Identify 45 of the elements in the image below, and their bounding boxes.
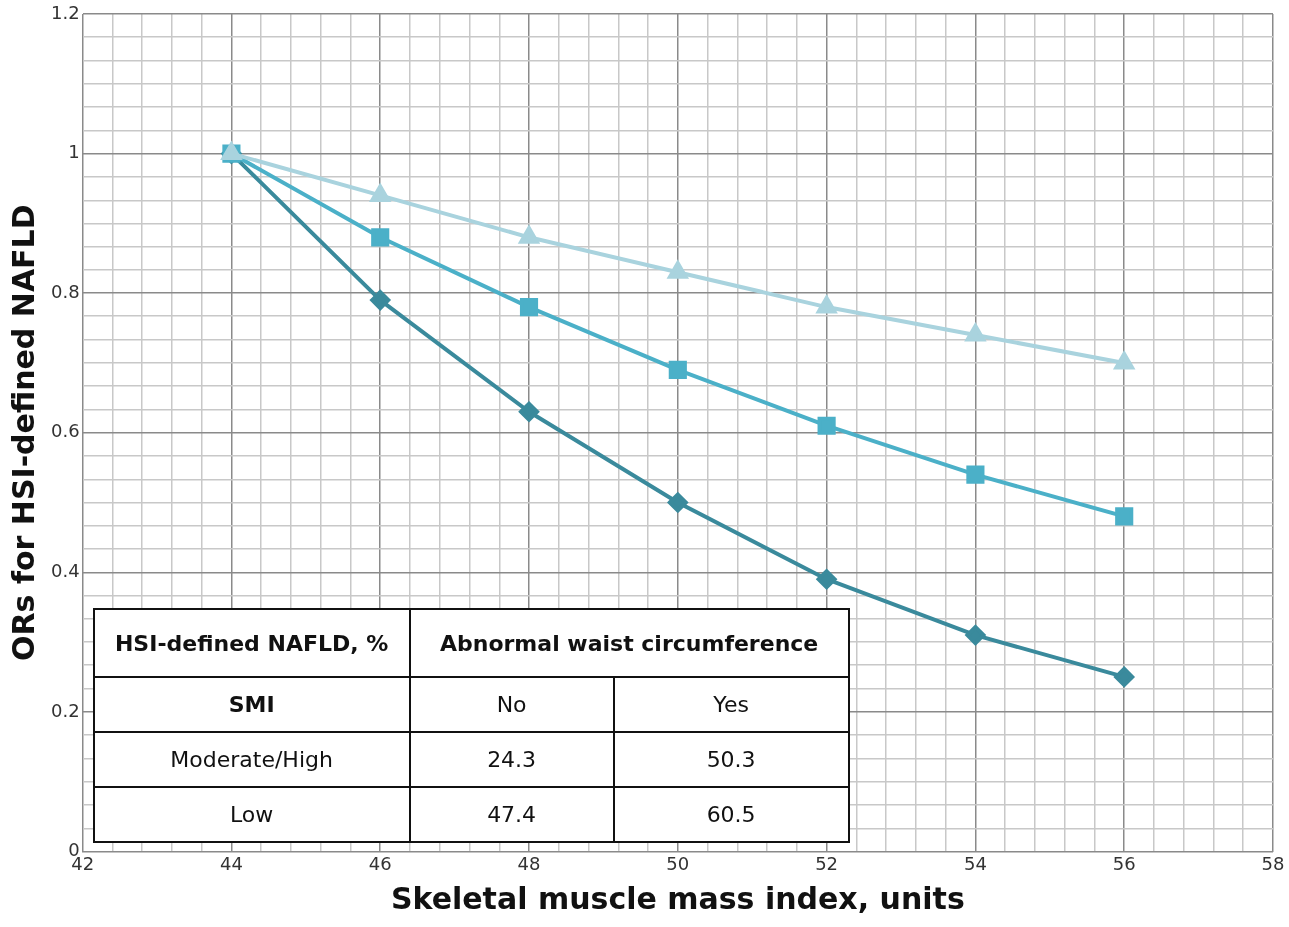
x-tick-label: 52 <box>815 852 839 874</box>
annotation: No <box>409 677 614 733</box>
point <box>965 324 986 342</box>
x-tick-label: 46 <box>368 852 392 874</box>
annotation: Low <box>93 787 410 843</box>
y-tick-label: 0.8 <box>50 280 80 302</box>
y-tick-label: 1.2 <box>50 1 80 23</box>
point <box>1115 507 1134 526</box>
point <box>817 416 836 435</box>
point <box>667 492 688 513</box>
point <box>370 184 391 202</box>
x-tick-label: 58 <box>1261 852 1285 874</box>
point <box>519 401 540 422</box>
point <box>966 465 985 484</box>
point <box>668 360 687 379</box>
annotation: Abnormal waist circumference <box>409 609 849 678</box>
annotation: SMI <box>93 677 410 733</box>
point <box>965 625 986 646</box>
point <box>519 298 539 317</box>
y-tick-label: 0.4 <box>50 559 80 581</box>
point <box>816 296 837 314</box>
point <box>370 290 391 311</box>
annotation: 47.4 <box>409 787 614 843</box>
annotation: Yes <box>613 677 849 733</box>
y-tick-label: 0.6 <box>50 420 80 442</box>
point <box>519 226 539 244</box>
x-axis-title: Skeletal muscle mass index, units <box>390 880 965 916</box>
y-tick-label: 0.2 <box>50 699 80 721</box>
point <box>668 261 688 279</box>
annotation: HSI-defined NAFLD, % <box>93 609 410 678</box>
x-tick-label: 56 <box>1112 852 1136 874</box>
point <box>816 569 837 590</box>
point <box>371 228 390 247</box>
annotation: 60.5 <box>613 787 849 843</box>
y-tick-label: 1 <box>68 141 80 163</box>
point <box>1114 666 1135 687</box>
point <box>1114 351 1134 370</box>
y-axis-title: ORs for HSI-defined NAFLD <box>5 204 41 662</box>
annotation: Moderate/High <box>93 732 410 788</box>
annotation: 24.3 <box>409 732 614 788</box>
x-tick-label: 54 <box>963 852 987 874</box>
x-tick-label: 44 <box>219 852 243 874</box>
annotation: 50.3 <box>613 732 849 788</box>
x-tick-label: 50 <box>666 852 690 874</box>
x-tick-label: 48 <box>517 852 541 874</box>
